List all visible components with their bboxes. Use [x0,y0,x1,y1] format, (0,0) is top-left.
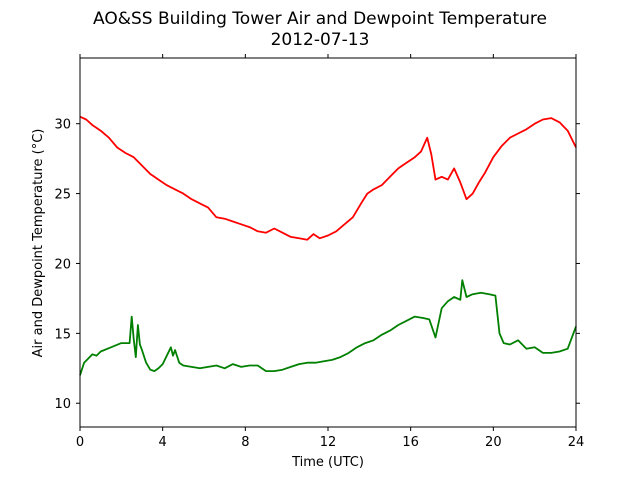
x-tick-label: 12 [320,435,337,450]
x-tick-label: 20 [485,435,502,450]
series-layer [79,115,577,376]
y-tick-label: 15 [54,327,71,342]
plot-frame [79,57,577,428]
x-tick-label: 8 [241,435,249,450]
chart-title: AO&SS Building Tower Air and Dewpoint Te… [93,9,547,29]
y-tick-label: 25 [54,188,71,203]
x-tick-label: 0 [76,435,84,450]
ticks-layer: 0 4 8 12 16 20 24 10 15 20 25 30 [54,54,584,450]
y-tick-label: 10 [54,397,71,412]
series-line-1 [79,115,577,241]
x-axis-label: Time (UTC) [291,455,364,470]
y-tick-label: 20 [54,257,71,272]
chart-subtitle: 2012-07-13 [271,30,370,50]
y-axis-label: Air and Dewpoint Temperature (°C) [31,129,46,358]
x-tick-label: 16 [402,435,419,450]
y-tick-label: 30 [54,118,71,133]
x-tick-label: 4 [159,435,167,450]
series-line-2 [79,279,577,376]
x-tick-label: 24 [568,435,585,450]
